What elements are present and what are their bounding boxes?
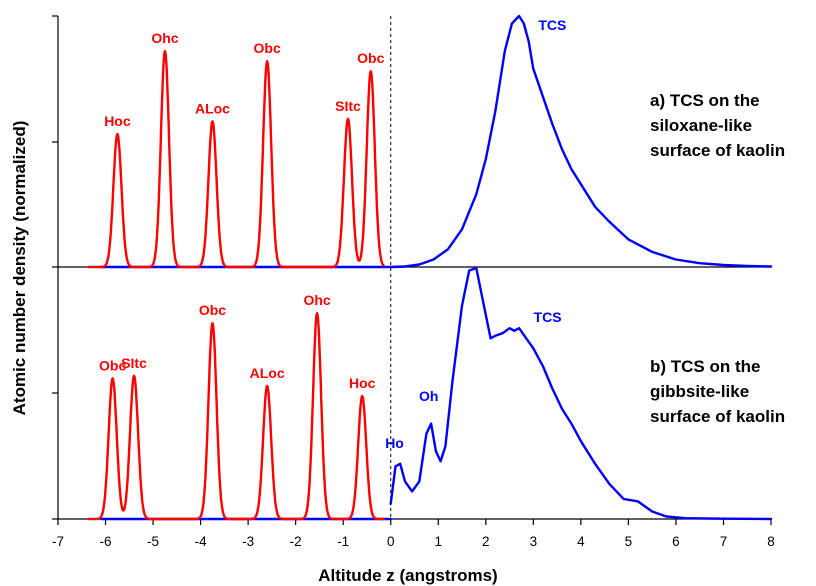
x-tick-label: -4 [195,534,207,549]
surface-peak-label: Obc [254,40,281,56]
x-tick-label: 3 [530,534,538,549]
panel-a-annotation-line: a) TCS on the [650,91,760,110]
x-tick-label: 1 [435,534,443,549]
x-tick-label: -1 [337,534,349,549]
surface-peak-label: Ohc [151,30,178,46]
panel-b-annotation: b) TCS on the gibbsite-like surface of k… [650,357,785,426]
surface-peak-label: ALoc [195,100,230,116]
x-tick-label: 8 [767,534,775,549]
surface-density-curve [87,49,385,269]
panel-a-annotation-line: siloxane-like [650,116,752,135]
panel-a-annotation: a) TCS on the siloxane-like surface of k… [650,91,785,160]
x-tick-label: 5 [625,534,633,549]
x-tick-label: 4 [577,534,585,549]
surface-peak-label: Hoc [349,375,376,391]
x-tick-label: 6 [672,534,680,549]
peak-labels: HocOhcALocObcSItcObcObcSItcObcALocOhcHoc… [99,17,566,451]
x-tick-label: -2 [290,534,302,549]
panel-b-annotation-line: surface of kaolin [650,407,785,426]
density-curves [87,14,773,521]
tcs-label: TCS [538,17,566,33]
x-axis-title: Altitude z (angstroms) [318,566,497,585]
panel-a-annotation-line: surface of kaolin [650,141,785,160]
surface-peak-label: Obc [199,302,226,318]
y-axis-title: Atomic number density (normalized) [10,121,29,416]
tcs-peak-label: Ho [385,435,404,451]
x-tick-label: -7 [52,534,64,549]
tcs-density-curve [389,14,773,269]
surface-peak-label: Ohc [303,292,330,308]
x-tick-label: -5 [147,534,159,549]
x-tick-label: -3 [242,534,254,549]
x-tick-label: 2 [482,534,490,549]
surface-peak-label: SItc [121,355,147,371]
surface-density-curve [87,312,385,521]
x-tick-label: 7 [720,534,728,549]
surface-peak-label: Obc [357,50,384,66]
x-axis-ticks: -7 -6 -5 -4 -3 -2 -1 0 1 2 3 4 5 6 7 8 [52,519,775,549]
tcs-peak-label: TCS [534,309,562,325]
tcs-peak-label: Oh [419,388,438,404]
surface-peak-label: ALoc [250,365,285,381]
surface-peak-label: Obc [99,357,126,373]
panel-b-annotation-line: gibbsite-like [650,382,749,401]
panel-b-annotation-line: b) TCS on the [650,357,760,376]
x-tick-label: 0 [387,534,395,549]
surface-peak-label: Hoc [104,113,131,129]
tcs-density-curve [389,266,773,521]
x-tick-label: -6 [100,534,112,549]
surface-peak-label: SItc [335,98,361,114]
